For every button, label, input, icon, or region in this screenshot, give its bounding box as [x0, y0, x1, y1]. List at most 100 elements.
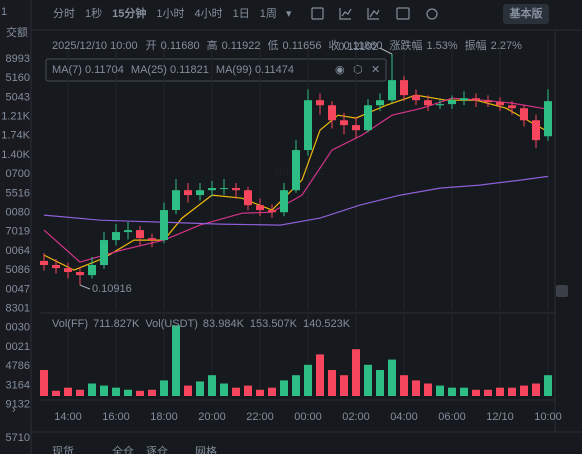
candle-body [388, 80, 396, 101]
candle-body [148, 238, 156, 241]
interval-tab[interactable]: 4小时 [195, 7, 223, 20]
settings-icon[interactable]: ⬡ [353, 64, 363, 76]
candle-body [544, 101, 552, 137]
legend-value: 0.11474 [255, 64, 294, 76]
volume-label: Vol(USDT) [145, 318, 198, 330]
x-tick-label: 22:00 [246, 411, 274, 423]
volume-bar [388, 359, 396, 396]
volume-bar [520, 385, 528, 396]
interval-tab[interactable]: 1小时 [156, 7, 184, 20]
candle-body [256, 205, 264, 211]
volume-bar [544, 375, 552, 396]
info-label: 振幅 [465, 38, 487, 52]
sidebar-value: 5710 [6, 432, 30, 444]
x-tick-label: 20:00 [198, 411, 226, 423]
candle-body [520, 108, 528, 121]
volume-bar [220, 383, 228, 396]
sidebar-value: 0064 [6, 245, 30, 257]
volume-value: 83.984K [203, 318, 245, 330]
bottom-tab[interactable]: 现货 [52, 444, 74, 454]
legend-value: 0.11821 [170, 64, 209, 76]
icon[interactable] [426, 8, 438, 20]
candle-body [64, 268, 72, 273]
sidebar-value: 7019 [6, 226, 30, 238]
candle-body [340, 120, 348, 126]
x-tick-label: 00:00 [294, 411, 322, 423]
dropdown-icon[interactable]: ▾ [286, 8, 292, 20]
interval-tab[interactable]: 1日 [233, 8, 250, 20]
sidebar-value: 0047 [6, 283, 30, 295]
volume-bar [424, 383, 432, 396]
interval-tab[interactable]: 分时 [53, 7, 75, 20]
info-value: 1.53% [426, 40, 457, 52]
sidebar-header: 交额 [6, 25, 28, 39]
ma-legend-box [45, 58, 387, 82]
sidebar-value: 1.74K [1, 130, 30, 142]
volume-bar [412, 380, 420, 396]
tool-icons [311, 7, 438, 20]
sidebar-value: 3164 [6, 379, 30, 391]
sidebar-value: 0021 [6, 341, 30, 353]
info-label: 2025/12/10 10:00 [52, 40, 138, 52]
bottom-tab[interactable]: 全仓 [112, 444, 134, 454]
interval-tab[interactable]: 1秒 [85, 6, 102, 20]
legend-label: MA(7) [52, 64, 82, 76]
candle-body [160, 210, 168, 241]
volume-bar [184, 385, 192, 396]
candle-body [304, 100, 312, 151]
icon[interactable] [367, 8, 380, 20]
volume-bar [64, 387, 72, 396]
close-icon[interactable]: ✕ [371, 64, 380, 76]
x-tick-label: 04:00 [390, 411, 418, 423]
x-tick-label: 12/10 [486, 411, 514, 423]
candle-body [220, 188, 228, 190]
info-label: 开 [146, 40, 157, 52]
volume-bar [304, 364, 312, 396]
eye-icon[interactable]: ◉ [335, 64, 345, 76]
icon[interactable] [311, 7, 324, 20]
candle-body [268, 210, 276, 213]
annotation: 0.12102 [338, 41, 378, 53]
volume-bar [508, 387, 516, 396]
tool-icon[interactable] [556, 285, 568, 297]
volume-bar [88, 383, 96, 396]
candle-body [328, 105, 336, 121]
candle-body [40, 260, 48, 265]
mode-button[interactable]: 基本版 [509, 6, 543, 20]
candle-body [400, 80, 408, 96]
interval-tab[interactable]: 15分钟 [112, 6, 146, 20]
sidebar-value: 0700 [6, 168, 30, 180]
candle-body [88, 265, 96, 276]
candle-body [196, 190, 204, 196]
volume-bar [448, 387, 456, 396]
candle-body [244, 190, 252, 206]
x-tick-label: 16:00 [102, 411, 130, 423]
volume-bar [364, 364, 372, 396]
icon[interactable] [339, 8, 352, 20]
x-tick-label: 14:00 [54, 411, 82, 423]
candle-body [208, 188, 216, 191]
candle-body [424, 100, 432, 106]
expand-arrow[interactable]: › [12, 404, 16, 416]
interval-tab[interactable]: 1周 [260, 7, 277, 20]
sidebar-value: 0080 [6, 207, 30, 219]
info-value: 2.27% [491, 40, 522, 52]
volume-bar [112, 387, 120, 396]
bottom-tab[interactable]: 网格 [195, 444, 217, 454]
ma-line [43, 175, 549, 226]
candle-body [316, 100, 324, 106]
volume-bar [532, 383, 540, 396]
sidebar-value: 5516 [6, 187, 30, 199]
volume-label: Vol(FF) [52, 318, 88, 330]
icon[interactable] [396, 7, 410, 20]
mode-button-bg[interactable] [503, 4, 549, 24]
volume-bar [52, 390, 60, 396]
volume-bar [160, 380, 168, 396]
candle-body [472, 98, 480, 101]
bottom-tab[interactable]: 逐仓 [146, 444, 168, 454]
x-tick-label: 18:00 [150, 411, 178, 423]
candle-body [280, 190, 288, 213]
volume-bar [472, 389, 480, 396]
